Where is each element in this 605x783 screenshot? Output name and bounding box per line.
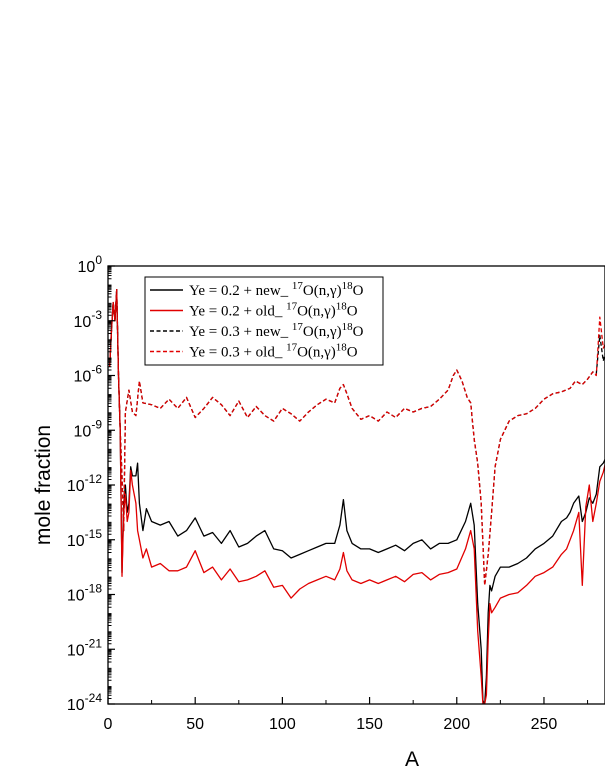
series-line-s1: [109, 289, 605, 704]
legend-label-s2: Ye = 0.2 + old_ 17O(n,γ)18O: [189, 301, 358, 320]
x-tick-label: 150: [356, 716, 383, 733]
y-axis-title: mole fraction: [32, 425, 55, 545]
legend: Ye = 0.2 + new_ 17O(n,γ)18O Ye = 0.2 + ol…: [144, 276, 384, 366]
y-tick-label: 10-6: [74, 363, 103, 386]
y-tick-label: 10-21: [67, 636, 102, 659]
plot-area: [109, 289, 605, 704]
y-tick-label: 100: [78, 253, 103, 276]
y-tick-label: 10-15: [67, 527, 102, 550]
y-tick-label: 10-9: [74, 417, 103, 440]
x-tick-label: 200: [443, 716, 470, 733]
legend-label-s1: Ye = 0.2 + new_ 17O(n,γ)18O: [189, 280, 364, 299]
y-tick-label: 10-24: [67, 691, 102, 714]
legend-box: [144, 276, 384, 366]
x-tick-label: 100: [269, 716, 296, 733]
x-tick-label: 50: [186, 716, 204, 733]
y-tick-label: 10-3: [74, 308, 103, 331]
x-tick-label: 250: [531, 716, 558, 733]
y-tick-label: 10-18: [67, 582, 102, 605]
x-axis-title: A: [405, 748, 419, 771]
y-tick-label: 10-12: [67, 472, 102, 495]
series-layer: [109, 289, 605, 704]
x-tick-label: 0: [104, 716, 113, 733]
legend-label-s4: Ye = 0.3 + old_ 17O(n,γ)18O: [189, 342, 358, 361]
legend-label-s3: Ye = 0.3 + new_ 17O(n,γ)18O: [189, 321, 364, 340]
axes: 100 10-3 10-6 10-9 10-12 10-15 10-18 10-21 10-24…: [67, 253, 605, 733]
series-line-s2: [109, 289, 605, 704]
series-line-s4: [109, 289, 605, 587]
